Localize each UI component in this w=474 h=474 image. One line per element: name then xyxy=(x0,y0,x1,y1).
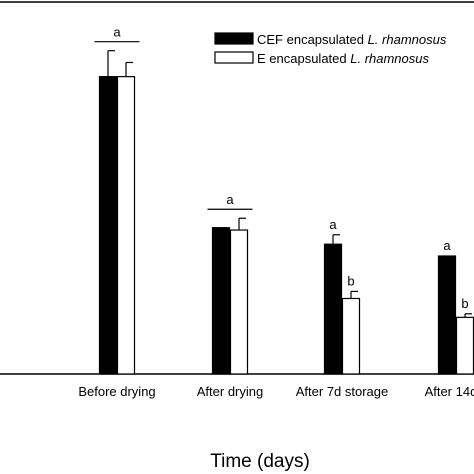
bar-cef-0 xyxy=(98,76,118,375)
bar-cef-1 xyxy=(211,227,231,375)
significance-letter-3: b xyxy=(347,273,354,288)
x-tick-label-3: After 14d s xyxy=(425,384,474,399)
significance-letter-4: a xyxy=(443,238,451,253)
bar-e-1 xyxy=(229,229,249,375)
bar-e-3 xyxy=(455,316,474,375)
significance-letter-2: a xyxy=(329,217,337,232)
x-tick-label-2: After 7d storage xyxy=(296,384,389,399)
x-tick-labels-group: Before drying After drying After 7d storag… xyxy=(78,384,474,399)
legend-swatch-cef xyxy=(214,32,254,45)
legend-label-e: E encapsulated L. rhamnosus xyxy=(257,51,429,66)
significance-letter-0: a xyxy=(113,25,121,40)
x-tick-label-0: Before drying xyxy=(78,384,155,399)
bar-e-2 xyxy=(341,297,361,375)
legend-swatch-e xyxy=(214,51,254,64)
legend-label-species: L. rhamnosus xyxy=(368,32,447,47)
significance-letter-1: a xyxy=(226,192,234,207)
x-tick-label-1: After drying xyxy=(197,384,263,399)
legend-label-cef: CEF encapsulated L. rhamnosus xyxy=(257,32,447,47)
legend-label-text: E encapsulated xyxy=(257,51,350,66)
bar-cef-3 xyxy=(437,255,457,375)
bar-e-0 xyxy=(116,76,136,375)
legend-label-species: L. rhamnosus xyxy=(350,51,429,66)
legend-label-text: CEF encapsulated xyxy=(257,32,368,47)
significance-letter-5: b xyxy=(461,296,468,311)
significance-letters-group: a a a b a b xyxy=(94,25,469,311)
error-bars-group xyxy=(107,50,472,318)
x-axis-title: Time (days) xyxy=(210,451,310,472)
bars-group xyxy=(98,76,474,375)
bar-cef-2 xyxy=(323,243,343,375)
